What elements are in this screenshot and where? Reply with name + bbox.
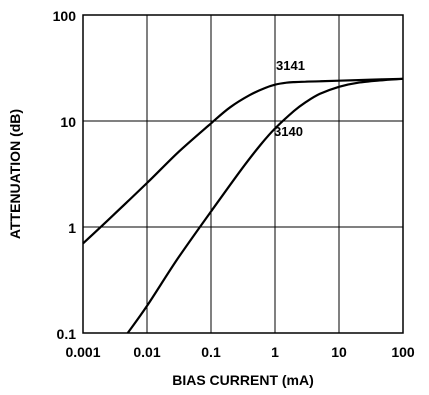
x-tick-label: 100	[391, 344, 415, 360]
x-tick-label: 1	[271, 344, 279, 360]
series-label-3140: 3140	[274, 124, 303, 139]
x-tick-label: 10	[331, 344, 347, 360]
x-tick-label: 0.1	[201, 344, 221, 360]
y-axis-title: ATTENUATION (dB)	[7, 109, 23, 239]
y-tick-label: 0.1	[57, 326, 77, 342]
series-line-3140	[126, 77, 404, 334]
series-layer	[82, 77, 404, 334]
x-tick-label: 0.01	[133, 344, 160, 360]
series-line-3141	[82, 77, 404, 245]
x-tick-labels: 0.001 0.01 0.1 1 10 100	[65, 344, 414, 360]
y-tick-label: 1	[68, 220, 76, 236]
x-tick-label: 0.001	[65, 344, 100, 360]
y-tick-labels: 0.1 1 10 100	[53, 8, 77, 342]
plot-frame	[82, 14, 404, 334]
series-labels: 3141 3140	[274, 58, 305, 139]
y-tick-label: 10	[60, 114, 76, 130]
series-label-3141: 3141	[276, 58, 305, 73]
y-tick-label: 100	[53, 8, 77, 24]
grid	[82, 14, 404, 334]
x-axis-title: BIAS CURRENT (mA)	[172, 372, 314, 388]
